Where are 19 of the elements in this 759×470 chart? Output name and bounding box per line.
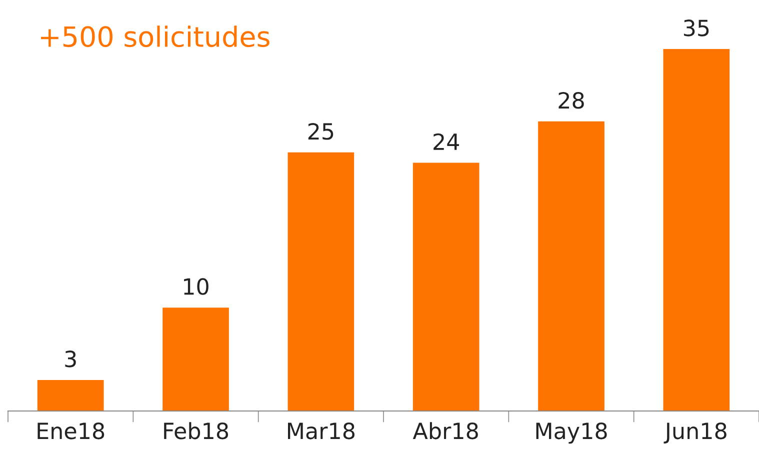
x-tick-label: Ene18 [38, 422, 104, 440]
data-label: 10 [184, 278, 208, 295]
data-label: 35 [684, 20, 709, 36]
x-tick-label: Mar18 [288, 422, 354, 440]
bar [663, 49, 730, 411]
bar [288, 152, 354, 411]
text: +500 solicitudes [40, 26, 270, 48]
data-label: 3 [65, 350, 76, 368]
data-label: 28 [558, 92, 584, 109]
bar [538, 121, 604, 411]
x-tick-label: Feb18 [164, 422, 228, 440]
bar [412, 162, 480, 411]
data-label: 25 [308, 122, 334, 140]
bar [37, 380, 104, 411]
x-tick-label: Abr18 [412, 422, 478, 440]
x-tick-label: Jun18 [664, 422, 726, 444]
data-label: 24 [434, 133, 459, 150]
x-tick-label: May18 [536, 422, 607, 444]
bar [162, 308, 229, 411]
